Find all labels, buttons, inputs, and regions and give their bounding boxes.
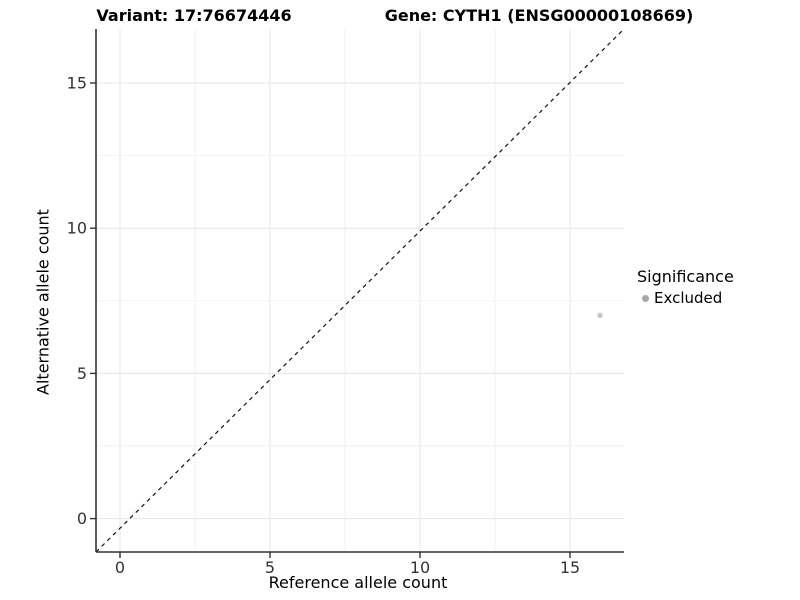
y-axis-title: Alternative allele count (33, 209, 53, 395)
y-tick-label: 10 (67, 219, 87, 238)
legend-item-label: Excluded (654, 289, 723, 307)
y-tick-label: 5 (77, 364, 87, 383)
legend-item-excluded: Excluded (636, 289, 734, 307)
x-tick-label: 5 (265, 558, 275, 577)
y-tick-label: 0 (77, 509, 87, 528)
x-tick-label: 10 (410, 558, 430, 577)
x-axis-title: Reference allele count (268, 573, 448, 592)
legend-title: Significance (637, 267, 734, 286)
x-tick-label: 0 (115, 558, 125, 577)
legend-key-dot-icon (642, 294, 649, 302)
x-tick-label: 15 (560, 558, 580, 577)
data-point (597, 312, 603, 319)
y-tick-label: 15 (67, 74, 87, 93)
plot-title-gene: Gene: CYTH1 (ENSG00000108669) (384, 6, 694, 25)
identity-line (95, 28, 625, 553)
plot-title-variant: Variant: 17:76674446 (96, 6, 292, 25)
legend: Significance Excluded (636, 267, 734, 307)
